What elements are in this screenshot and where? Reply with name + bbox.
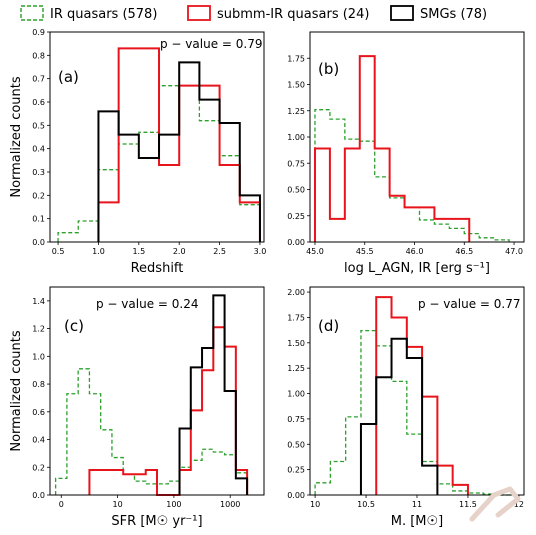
x-tick-label: 1.5 bbox=[132, 247, 145, 256]
y-tick-label: 1.25 bbox=[287, 364, 305, 373]
panel-label: (a) bbox=[58, 68, 79, 86]
y-tick-label: 0.8 bbox=[32, 380, 45, 389]
y-tick-label: 1.00 bbox=[287, 390, 305, 399]
y-tick-label: 0.4 bbox=[32, 436, 45, 445]
histogram-panel-d: 0.00 0.25 0.50 0.75 1.00 1.25 1.50 1.75 2.00 10 10… bbox=[268, 278, 536, 531]
panel-label: (d) bbox=[318, 317, 339, 335]
y-tick-label: 0.00 bbox=[287, 491, 305, 500]
x-tick-label: 46.5 bbox=[455, 247, 473, 256]
x-tick-label: 0 bbox=[59, 500, 64, 509]
x-tick-label: 2.0 bbox=[173, 247, 186, 256]
y-tick-label: 0.2 bbox=[32, 191, 45, 200]
legend: IR quasars (578) submm-IR quasars (24) S… bbox=[0, 2, 536, 26]
legend-label-ir-quasars: IR quasars (578) bbox=[50, 7, 157, 22]
plot-frame-b bbox=[309, 31, 525, 243]
x-axis-label: log L_AGN, IR [erg s⁻¹] bbox=[344, 261, 490, 276]
y-tick-label: 0.25 bbox=[287, 212, 305, 221]
panel-label: (b) bbox=[318, 60, 339, 78]
x-tick-label: 10 bbox=[112, 500, 122, 509]
p-value-annotation: p − value = 0.24 bbox=[96, 297, 198, 311]
y-tick-label: 1.50 bbox=[287, 339, 305, 348]
plot-frame-d bbox=[309, 286, 525, 496]
legend-label-smgs: SMGs (78) bbox=[420, 7, 487, 22]
p-value-annotation: p − value = 0.79 bbox=[160, 37, 262, 51]
x-tick-label: 1.0 bbox=[92, 247, 105, 256]
y-tick-label: 0.7 bbox=[32, 75, 45, 84]
histogram-series-smgs-78-d bbox=[359, 337, 439, 495]
x-axis-label: M. [M☉] bbox=[391, 514, 444, 529]
legend-swatch-submm-ir-quasars bbox=[187, 5, 211, 21]
y-tick-label: 1.0 bbox=[32, 352, 45, 361]
y-tick-label: 1.50 bbox=[287, 81, 305, 90]
histogram-series-smgs-78-c bbox=[178, 294, 249, 495]
legend-label-submm-ir-quasars: submm-IR quasars (24) bbox=[217, 7, 369, 22]
x-tick-label: 46.0 bbox=[406, 247, 424, 256]
plot-frame-c bbox=[49, 286, 265, 496]
histogram-panel-b: 0.00 0.25 0.50 0.75 1.00 1.25 1.50 1.75 45.0 45.5… bbox=[268, 26, 536, 280]
histogram-panel-a: 0.0 0.1 0.2 0.3 0.4 0.5 0.6 0.7 0.8 0.9 0.5 1.0 1.5 2… bbox=[0, 26, 268, 280]
x-axis-label: Redshift bbox=[131, 261, 184, 276]
y-tick-label: 0.1 bbox=[32, 215, 45, 224]
y-tick-label: 1.75 bbox=[287, 54, 305, 63]
x-tick-label: 0.5 bbox=[52, 247, 65, 256]
y-tick-label: 1.25 bbox=[287, 107, 305, 116]
x-tick-label: 11.5 bbox=[459, 500, 477, 509]
x-tick-label: 1000 bbox=[220, 500, 240, 509]
y-tick-label: 2.00 bbox=[287, 288, 305, 297]
y-tick-label: 1.75 bbox=[287, 313, 305, 322]
y-tick-label: 1.4 bbox=[32, 297, 45, 306]
y-tick-label: 0.0 bbox=[32, 491, 45, 500]
y-tick-label: 0.50 bbox=[287, 186, 305, 195]
y-axis-label: Normalized counts bbox=[9, 330, 24, 452]
p-value-annotation: p − value = 0.77 bbox=[418, 297, 520, 311]
y-tick-label: 0.50 bbox=[287, 440, 305, 449]
legend-swatch-ir-quasars bbox=[20, 5, 44, 21]
x-tick-label: 3.0 bbox=[254, 247, 267, 256]
y-tick-label: 1.2 bbox=[32, 325, 45, 334]
y-axis-label: Normalized counts bbox=[9, 76, 24, 198]
y-tick-label: 0.25 bbox=[287, 466, 305, 475]
plot-frame-a bbox=[49, 31, 265, 243]
histogram-series-submm-ir-quasars-24-b bbox=[313, 55, 471, 242]
y-tick-label: 0.3 bbox=[32, 168, 45, 177]
y-tick-label: 0.2 bbox=[32, 463, 45, 472]
y-tick-label: 0.75 bbox=[287, 159, 305, 168]
x-tick-label: 45.0 bbox=[306, 247, 324, 256]
y-tick-label: 0.4 bbox=[32, 145, 45, 154]
panel-label: (c) bbox=[64, 317, 84, 335]
y-tick-label: 1.00 bbox=[287, 133, 305, 142]
y-tick-label: 0.9 bbox=[32, 28, 45, 37]
y-tick-label: 0.0 bbox=[32, 238, 45, 247]
histogram-series-ir-quasars-578-c bbox=[54, 368, 248, 495]
x-tick-label: 47.0 bbox=[505, 247, 523, 256]
histogram-series-ir-quasars-578-d bbox=[314, 329, 514, 496]
y-tick-label: 0.75 bbox=[287, 415, 305, 424]
legend-item-submm-ir-quasars: submm-IR quasars (24) bbox=[187, 5, 369, 22]
y-tick-label: 0.6 bbox=[32, 98, 45, 107]
x-axis-label: SFR [M☉ yr⁻¹] bbox=[111, 514, 202, 529]
y-tick-label: 0.8 bbox=[32, 51, 45, 60]
x-tick-label: 11 bbox=[412, 500, 422, 509]
watermark-stamp-icon bbox=[464, 485, 524, 525]
legend-item-smgs: SMGs (78) bbox=[390, 5, 487, 22]
histogram-series-smgs-78-a bbox=[97, 61, 261, 242]
x-tick-label: 12 bbox=[514, 500, 524, 509]
histogram-series-submm-ir-quasars-24-c bbox=[88, 326, 249, 496]
x-tick-label: 100 bbox=[166, 500, 181, 509]
y-tick-label: 0.6 bbox=[32, 408, 45, 417]
x-tick-label: 45.5 bbox=[356, 247, 374, 256]
histogram-panel-c: 0.0 0.2 0.4 0.6 0.8 1.0 1.2 1.4 0 10 100 1000 SFR [M… bbox=[0, 278, 268, 531]
x-tick-label: 2.5 bbox=[213, 247, 226, 256]
x-tick-label: 10 bbox=[310, 500, 320, 509]
y-tick-label: 0.5 bbox=[32, 121, 45, 130]
legend-swatch-smgs bbox=[390, 5, 414, 21]
legend-item-ir-quasars: IR quasars (578) bbox=[20, 5, 157, 22]
x-tick-label: 10.5 bbox=[357, 500, 375, 509]
y-tick-label: 0.00 bbox=[287, 238, 305, 247]
